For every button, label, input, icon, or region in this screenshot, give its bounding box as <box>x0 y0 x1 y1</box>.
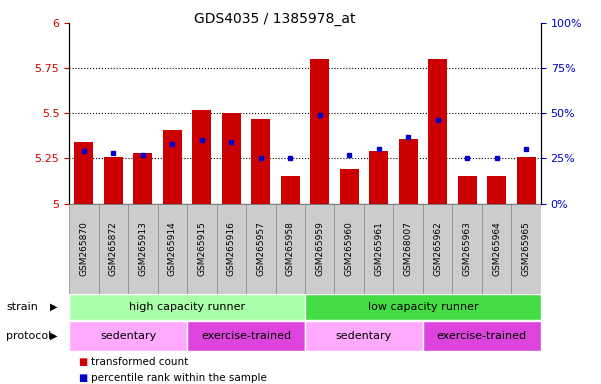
Bar <box>69 294 305 320</box>
Bar <box>310 59 329 204</box>
Bar <box>398 139 418 204</box>
Bar <box>222 113 241 204</box>
Bar <box>163 129 182 204</box>
Text: exercise-trained: exercise-trained <box>437 331 527 341</box>
Bar <box>216 204 246 294</box>
Bar <box>423 321 541 351</box>
Bar <box>369 151 388 204</box>
Text: high capacity runner: high capacity runner <box>129 302 245 312</box>
Text: GSM268007: GSM268007 <box>404 221 413 276</box>
Bar <box>133 153 153 204</box>
Bar <box>75 142 93 204</box>
Bar <box>275 204 305 294</box>
Text: GSM265964: GSM265964 <box>492 221 501 276</box>
Text: strain: strain <box>6 302 38 312</box>
Bar <box>453 204 482 294</box>
Bar <box>251 119 270 204</box>
Text: ■: ■ <box>78 357 87 367</box>
Bar <box>335 204 364 294</box>
Bar <box>305 321 423 351</box>
Bar <box>69 321 187 351</box>
Text: GSM265872: GSM265872 <box>109 221 118 276</box>
Text: GSM265957: GSM265957 <box>256 221 265 276</box>
Bar <box>157 204 187 294</box>
Text: transformed count: transformed count <box>91 357 189 367</box>
Text: GSM265916: GSM265916 <box>227 221 236 276</box>
Bar <box>192 110 212 204</box>
Bar <box>364 204 394 294</box>
Text: low capacity runner: low capacity runner <box>368 302 478 312</box>
Text: protocol: protocol <box>6 331 51 341</box>
Text: ■: ■ <box>78 373 87 383</box>
Text: GSM265965: GSM265965 <box>522 221 531 276</box>
Text: GDS4035 / 1385978_at: GDS4035 / 1385978_at <box>194 12 356 25</box>
Text: GSM265960: GSM265960 <box>345 221 354 276</box>
Text: ▶: ▶ <box>50 331 58 341</box>
Text: GSM265961: GSM265961 <box>374 221 383 276</box>
Bar <box>428 59 447 204</box>
Bar <box>340 169 359 204</box>
Bar <box>487 176 506 204</box>
Bar <box>517 157 535 204</box>
Bar <box>128 204 157 294</box>
Text: GSM265914: GSM265914 <box>168 221 177 276</box>
Bar <box>482 204 511 294</box>
Bar <box>457 176 477 204</box>
Text: GSM265913: GSM265913 <box>138 221 147 276</box>
Bar <box>305 294 541 320</box>
Bar <box>305 204 335 294</box>
Bar <box>99 204 128 294</box>
Text: sedentary: sedentary <box>336 331 392 341</box>
Bar <box>281 176 300 204</box>
Bar <box>246 204 275 294</box>
Text: GSM265870: GSM265870 <box>79 221 88 276</box>
Text: GSM265958: GSM265958 <box>285 221 294 276</box>
Text: exercise-trained: exercise-trained <box>201 331 291 341</box>
Bar <box>187 204 216 294</box>
Text: ▶: ▶ <box>50 302 58 312</box>
Bar <box>187 321 305 351</box>
Bar <box>104 157 123 204</box>
Text: GSM265962: GSM265962 <box>433 221 442 276</box>
Text: GSM265915: GSM265915 <box>197 221 206 276</box>
Bar <box>69 204 99 294</box>
Bar <box>511 204 541 294</box>
Text: GSM265959: GSM265959 <box>316 221 325 276</box>
Bar <box>423 204 453 294</box>
Text: sedentary: sedentary <box>100 331 156 341</box>
Text: percentile rank within the sample: percentile rank within the sample <box>91 373 267 383</box>
Bar <box>394 204 423 294</box>
Text: GSM265963: GSM265963 <box>463 221 472 276</box>
